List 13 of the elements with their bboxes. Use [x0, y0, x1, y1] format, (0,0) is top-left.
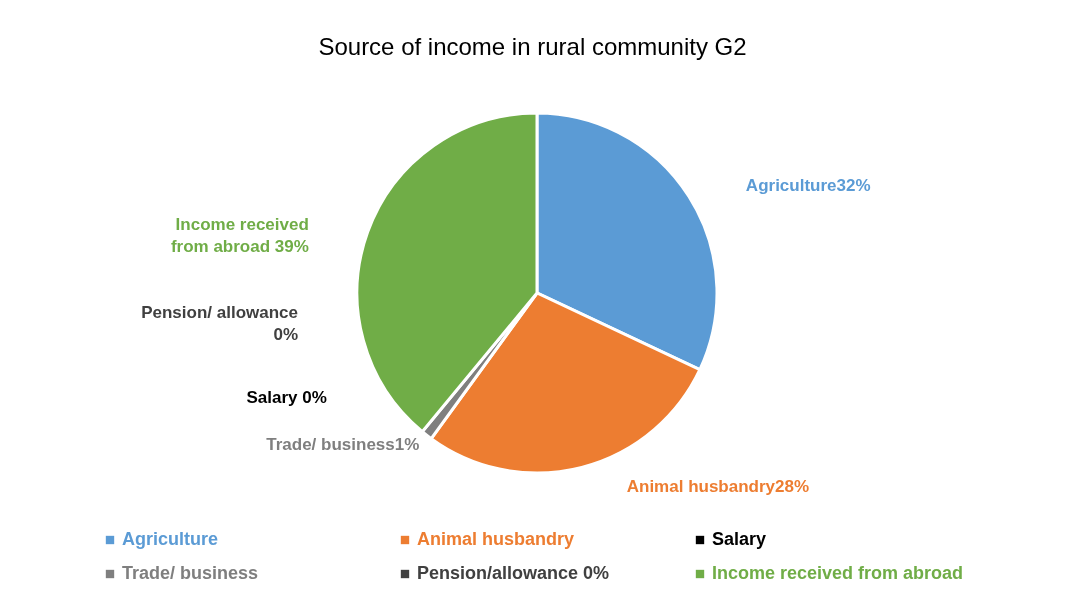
- legend-label: Trade/ business: [122, 563, 259, 583]
- legend-label: Salary: [712, 529, 767, 549]
- chart-title: Source of income in rural community G2: [318, 33, 747, 60]
- legend-label: Pension/allowance 0%: [417, 563, 610, 583]
- data-label: Agriculture32%: [745, 175, 871, 195]
- data-label: Trade/ business1%: [266, 434, 420, 454]
- legend-label: Animal husbandry: [417, 529, 575, 549]
- data-label: Income received from abroad 39%: [170, 215, 309, 257]
- legend-label: Income received from abroad: [712, 563, 964, 583]
- text: Salary 0%: [246, 388, 327, 408]
- data-label: Animal husbandry28%: [626, 476, 810, 496]
- text: Pension/ allowance 0%: [141, 303, 299, 345]
- legend-label: Agriculture: [122, 529, 219, 549]
